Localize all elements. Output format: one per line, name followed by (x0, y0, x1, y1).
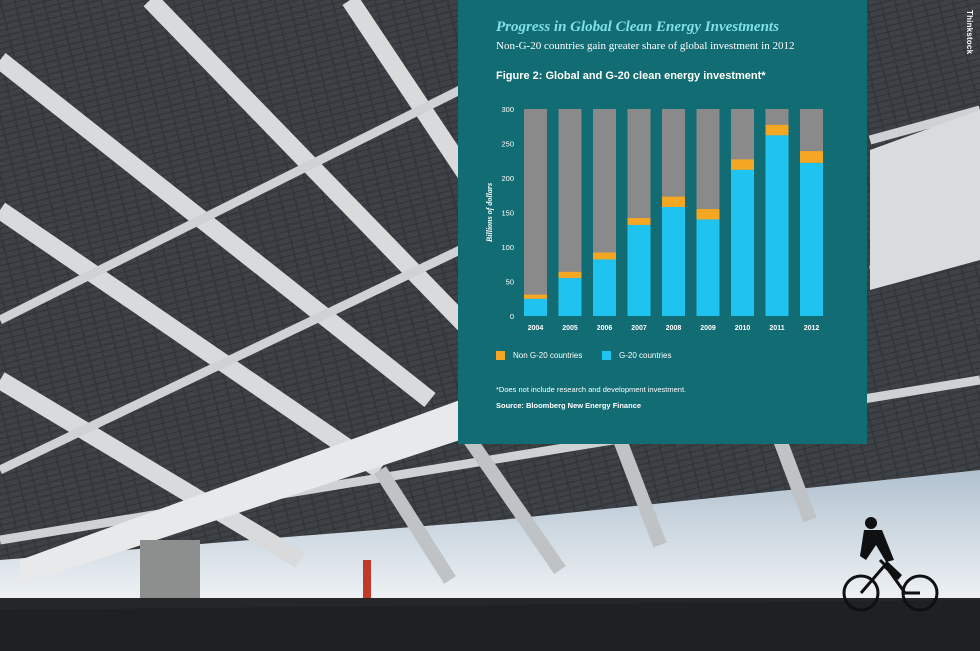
y-tick-label: 250 (501, 140, 514, 149)
x-tick-label: 2004 (528, 325, 544, 332)
infographic-panel: Progress in Global Clean Energy Investme… (458, 0, 867, 444)
bar-g20 (627, 224, 651, 316)
bar-non-g20 (731, 159, 754, 170)
y-tick-label: 0 (510, 312, 514, 321)
y-tick-label: 150 (501, 209, 514, 218)
panel-title: Progress in Global Clean Energy Investme… (496, 19, 779, 35)
legend-swatch-g20 (602, 350, 611, 360)
x-tick-label: 2007 (631, 325, 647, 332)
bar-g20 (593, 259, 616, 316)
x-tick-label: 2010 (735, 325, 751, 332)
bar-non-g20 (627, 218, 651, 225)
bar-g20 (662, 206, 685, 316)
y-axis-label: Billions of dollars (485, 183, 494, 243)
bars-layer (524, 109, 823, 316)
bar-non-g20 (558, 271, 582, 279)
y-tick-label: 200 (501, 174, 514, 183)
x-tick-label: 2012 (804, 325, 820, 332)
legend-label-non-g20: Non G-20 countries (513, 350, 583, 360)
legend-item-g20: G-20 countries (602, 349, 671, 361)
y-tick-label: 300 (501, 105, 514, 114)
stacked-bar-chart: Billions of dollars 0 50 100 150 200 250 300 20… (485, 105, 823, 332)
bar-non-g20 (524, 294, 547, 299)
bar-non-g20 (593, 252, 616, 260)
bar-g20 (696, 219, 720, 316)
bar-g20 (765, 135, 789, 316)
legend-item-non-g20: Non G-20 countries (496, 349, 582, 361)
x-tick-label: 2005 (562, 325, 578, 332)
panel-subtitle: Non-G-20 countries gain greater share of… (496, 40, 795, 52)
x-tick-label: 2009 (700, 325, 716, 332)
bar-background (558, 109, 582, 316)
bar-g20 (800, 162, 823, 316)
figure-title: Figure 2: Global and G-20 clean energy i… (496, 70, 766, 82)
bar-g20 (558, 278, 582, 316)
legend-label-g20: G-20 countries (619, 350, 672, 360)
bar-g20 (731, 169, 754, 316)
bar-g20 (524, 298, 547, 316)
bar-non-g20 (765, 124, 789, 136)
x-tick-label: 2006 (597, 325, 613, 332)
photo-credit: Thinkstock (965, 10, 974, 55)
x-tick-label: 2011 (769, 325, 784, 332)
bar-non-g20 (800, 151, 823, 163)
bar-non-g20 (696, 209, 720, 220)
ticks-layer: 0 50 100 150 200 250 300 2004 2005 2006 2007 2008 20… (501, 105, 819, 332)
chart-footnote: *Does not include research and developme… (496, 385, 687, 394)
chart-source: Source: Bloomberg New Energy Finance (496, 401, 642, 410)
x-tick-label: 2008 (666, 325, 682, 332)
legend-swatch-non-g20 (496, 350, 505, 360)
bar-non-g20 (662, 196, 685, 207)
y-tick-label: 100 (501, 243, 514, 252)
y-tick-label: 50 (506, 278, 514, 287)
bar-background (524, 109, 547, 316)
